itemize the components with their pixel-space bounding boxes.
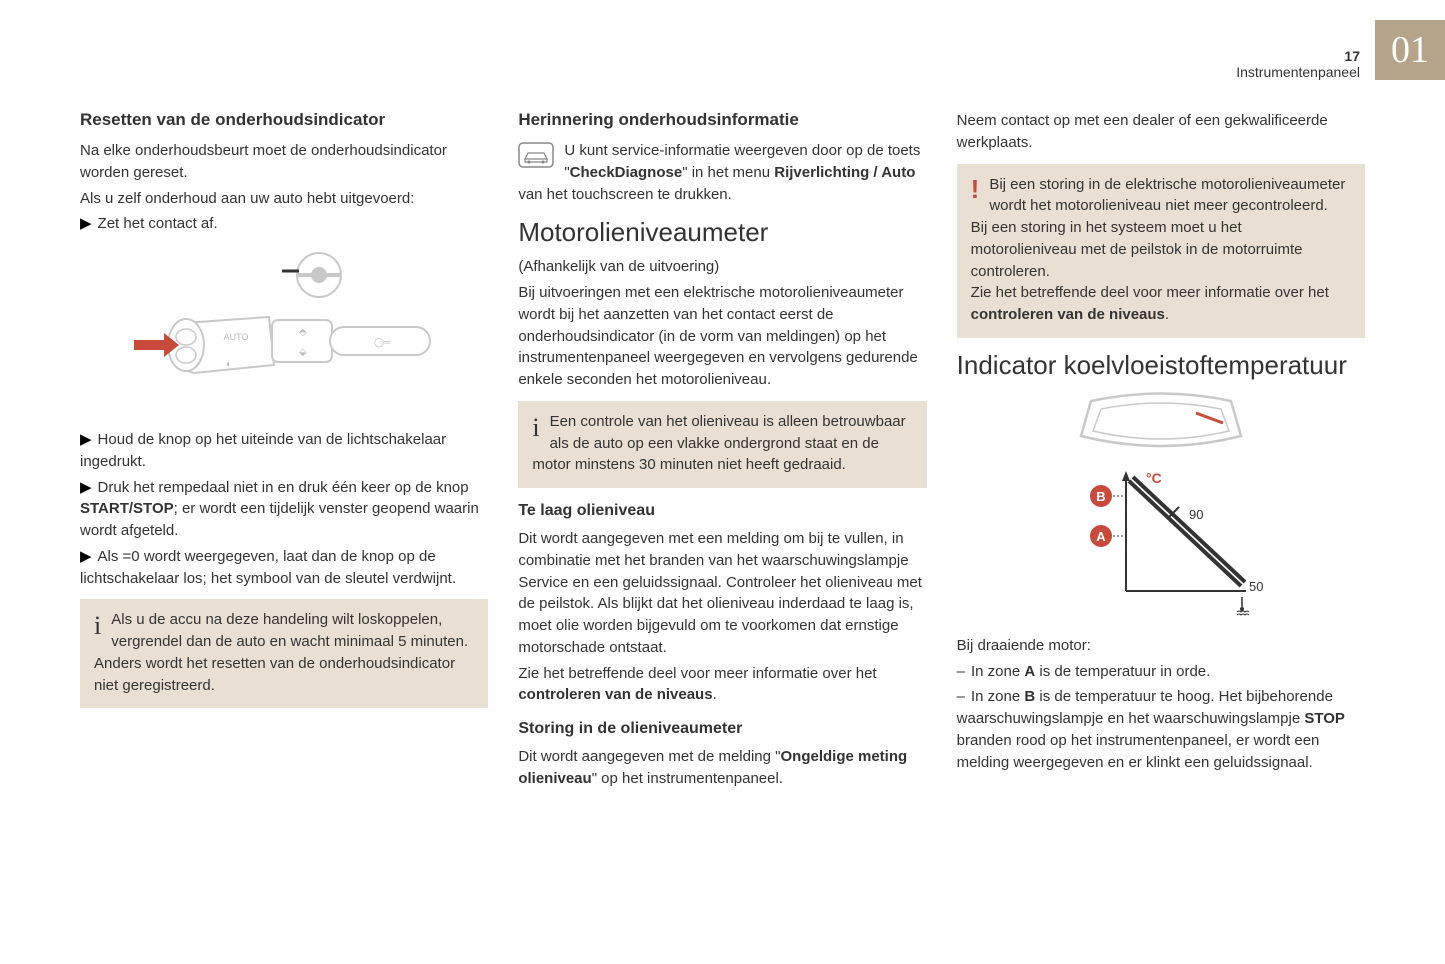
bold-text: controleren van de niveaus [518,686,712,703]
car-info-line: U kunt service-informatie weergeven door… [518,140,926,205]
warning-text: Bij een storing in de elektrische motoro… [989,176,1345,215]
text: . [713,686,717,703]
column-1: Resetten van de onderhoudsindicator Na e… [80,110,488,904]
triangle-icon: ▶ [80,548,92,565]
dash-icon: – [957,663,965,680]
warning-box: ! Bij een storing in de elektrische moto… [957,164,1365,338]
warning-text: Zie het betreffende deel voor meer infor… [971,284,1329,301]
page-header: 17 Instrumentenpaneel [1236,48,1360,80]
info-text: Als u de accu na deze handeling wilt los… [94,611,468,693]
bold-text: CheckDiagnose [570,164,683,181]
bullet-text: Zet het contact af. [98,215,218,232]
svg-text:50: 50 [1249,579,1263,594]
text: Zie het betreffende deel voor meer infor… [518,663,926,707]
bullet-text: Als =0 wordt weergegeven, laat dan de kn… [80,548,456,587]
column-2: Herinnering onderhoudsinformatie U kunt … [518,110,926,904]
warning-text: . [1165,306,1169,323]
section-name: Instrumentenpaneel [1236,64,1360,80]
text: " in het menu [682,164,774,181]
bullet-item: ▶ Zet het contact af. [80,213,488,235]
bullet-item: ▶ Druk het rempedaal niet in en druk één … [80,477,488,542]
content-columns: Resetten van de onderhoudsindicator Na e… [80,110,1365,904]
heading-fault: Storing in de olieniveaumeter [518,720,926,738]
bold-text: A [1024,663,1035,680]
text: Zie het betreffende deel voor meer infor… [518,665,876,682]
warning-text: Bij een storing in het systeem moet u he… [971,219,1303,280]
text: Dit wordt aangegeven met de melding "Ong… [518,746,926,790]
car-icon [518,142,554,175]
text: Neem contact op met een dealer of een ge… [957,110,1365,154]
bold-text: START/STOP [80,500,174,517]
bullet-item: ▶Houd de knop op het uiteinde van de lic… [80,429,488,473]
warning-icon: ! [971,176,980,202]
svg-text:A: A [1096,529,1106,544]
svg-text:°C: °C [1146,470,1162,486]
column-3: Neem contact op met een dealer of een ge… [957,110,1365,904]
text: van het touchscreen te drukken. [518,186,731,203]
heading-oil-gauge: Motorolieniveaumeter [518,217,926,248]
svg-text:⬙: ⬙ [299,347,307,358]
svg-text:90: 90 [1189,507,1203,522]
info-box: i Een controle van het olieniveau is all… [518,401,926,488]
dash-icon: – [957,688,965,705]
page-number: 17 [1344,48,1360,64]
text: (Afhankelijk van de uitvoering) [518,256,926,278]
bold-text: STOP [1304,710,1345,727]
svg-text:B: B [1096,489,1105,504]
list-item: –In zone B is de temperatuur te hoog. He… [957,686,1365,773]
text: Dit wordt aangegeven met een melding om … [518,528,926,659]
text: branden rood op het instrumentenpaneel, … [957,732,1320,771]
info-box: i Als u de accu na deze handeling wilt l… [80,599,488,708]
coolant-gauge-illustration: B A °C 90 50 [957,391,1365,621]
triangle-icon: ▶ [80,431,92,448]
text: Bij draaiende motor: [957,635,1365,657]
chapter-tab: 01 [1375,20,1445,80]
svg-text:◯═: ◯═ [374,337,391,348]
info-icon: i [94,613,101,639]
bullet-item: ▶Als =0 wordt weergegeven, laat dan de k… [80,546,488,590]
bold-text: controleren van de niveaus [971,306,1165,323]
heading-low-oil: Te laag olieniveau [518,502,926,520]
text: Als u zelf onderhoud aan uw auto hebt ui… [80,188,488,210]
steering-stalk-illustration: AUTO ⬘ ⬙ ◯═ ◐ [80,245,488,415]
text: " op het instrumentenpaneel. [592,770,783,787]
text: Dit wordt aangegeven met de melding " [518,748,780,765]
heading-reminder: Herinnering onderhoudsinformatie [518,110,926,130]
info-icon: i [532,415,539,441]
list-item: –In zone A is de temperatuur in orde. [957,661,1365,683]
bullet-text: Houd de knop op het uiteinde van de lich… [80,431,446,470]
text: Na elke onderhoudsbeurt moet de onderhou… [80,140,488,184]
text: In zone [971,688,1024,705]
svg-text:⬘: ⬘ [299,327,307,338]
bold-text: B [1024,688,1035,705]
triangle-icon: ▶ [80,215,92,232]
heading-coolant: Indicator koelvloeistoftemperatuur [957,350,1365,381]
heading-reset: Resetten van de onderhoudsindicator [80,110,488,130]
text: Bij uitvoeringen met een elektrische mot… [518,282,926,391]
text: is de temperatuur in orde. [1035,663,1210,680]
text: In zone [971,663,1024,680]
triangle-icon: ▶ [80,479,92,496]
info-text: Een controle van het olieniveau is allee… [532,413,905,474]
svg-text:AUTO: AUTO [224,332,249,342]
svg-text:◐: ◐ [226,359,232,370]
bullet-text: Druk het rempedaal niet in en druk één k… [98,479,469,496]
bold-text: Rijverlichting / Auto [774,164,915,181]
